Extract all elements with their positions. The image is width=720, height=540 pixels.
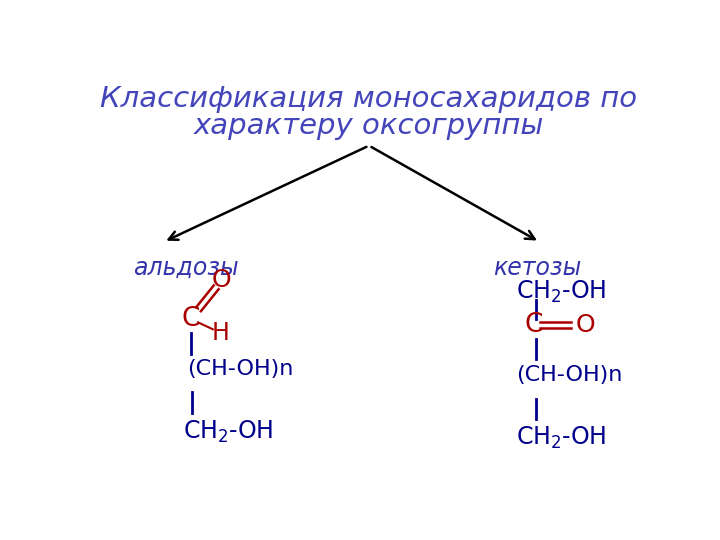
Text: характеру оксогруппы: характеру оксогруппы [194,112,544,140]
Text: альдозы: альдозы [132,256,238,280]
Text: (CH-OH)n: (CH-OH)n [187,359,293,379]
Text: CH$_2$-OH: CH$_2$-OH [183,419,274,445]
Text: O: O [576,313,595,337]
Text: CH$_2$-OH: CH$_2$-OH [516,279,606,305]
Text: C: C [525,312,543,338]
Text: C: C [181,306,200,332]
Text: кетозы: кетозы [493,256,581,280]
Text: CH$_2$-OH: CH$_2$-OH [516,425,606,451]
Text: H: H [211,321,229,345]
Text: O: O [212,268,232,292]
Text: Классификация моносахаридов по: Классификация моносахаридов по [100,85,638,113]
Text: (CH-OH)n: (CH-OH)n [516,365,623,385]
